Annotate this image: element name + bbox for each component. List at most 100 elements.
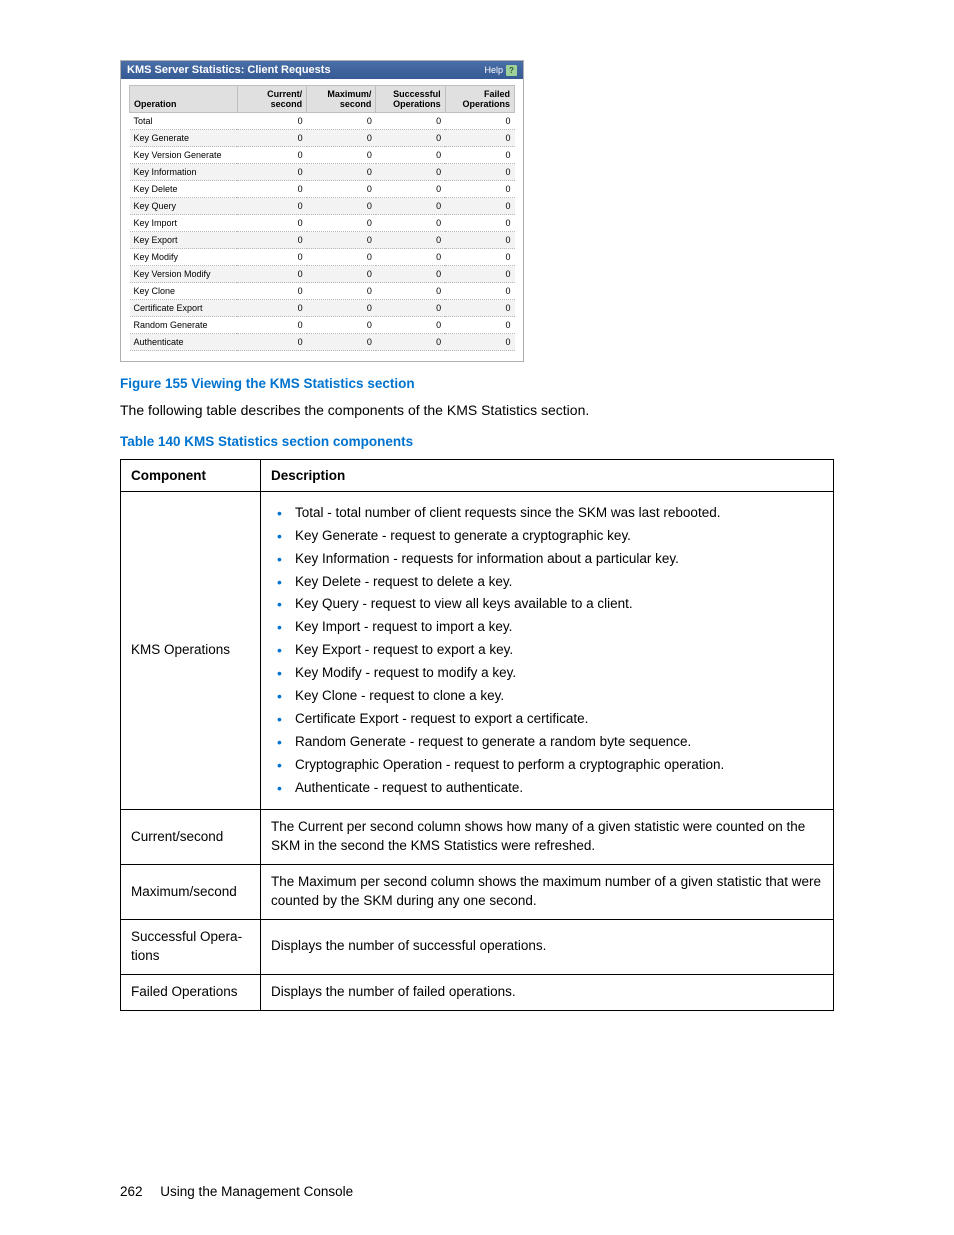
cell-max: 0 <box>307 113 376 130</box>
cell-cur: 0 <box>237 283 306 300</box>
cell-max: 0 <box>307 300 376 317</box>
component-name-cell: Failed Operations <box>121 974 261 1010</box>
table-row: Key Version Modify0000 <box>130 266 515 283</box>
cell-op: Key Export <box>130 232 238 249</box>
component-desc-cell: The Current per second column shows how … <box>261 810 834 865</box>
cell-fail: 0 <box>445 266 514 283</box>
table-row: Key Export0000 <box>130 232 515 249</box>
cell-op: Certificate Export <box>130 300 238 317</box>
cell-fail: 0 <box>445 215 514 232</box>
cell-cur: 0 <box>237 181 306 198</box>
comp-row: Current/secondThe Current per second col… <box>121 810 834 865</box>
table-row: Random Generate0000 <box>130 317 515 334</box>
list-item: Cryptographic Operation - request to per… <box>291 756 823 775</box>
cell-op: Key Information <box>130 164 238 181</box>
cell-op: Key Delete <box>130 181 238 198</box>
body-paragraph: The following table describes the compon… <box>120 401 834 420</box>
cell-fail: 0 <box>445 147 514 164</box>
screenshot-body: Operation Current/second Maximum/second … <box>121 79 523 361</box>
cell-max: 0 <box>307 266 376 283</box>
cell-fail: 0 <box>445 317 514 334</box>
col-current: Current/second <box>237 86 306 113</box>
cell-op: Key Version Generate <box>130 147 238 164</box>
list-item: Total - total number of client requests … <box>291 504 823 523</box>
list-item: Key Import - request to import a key. <box>291 618 823 637</box>
cell-suc: 0 <box>376 283 445 300</box>
list-item: Key Generate - request to generate a cry… <box>291 527 823 546</box>
cell-suc: 0 <box>376 215 445 232</box>
table-row: Key Clone0000 <box>130 283 515 300</box>
cell-fail: 0 <box>445 232 514 249</box>
cell-max: 0 <box>307 147 376 164</box>
table-row: Total0000 <box>130 113 515 130</box>
cell-fail: 0 <box>445 283 514 300</box>
table-row: Key Delete0000 <box>130 181 515 198</box>
cell-cur: 0 <box>237 300 306 317</box>
cell-suc: 0 <box>376 198 445 215</box>
cell-suc: 0 <box>376 181 445 198</box>
cell-cur: 0 <box>237 215 306 232</box>
list-item: Key Delete - request to delete a key. <box>291 573 823 592</box>
col-operation: Operation <box>130 86 238 113</box>
cell-fail: 0 <box>445 181 514 198</box>
page: KMS Server Statistics: Client Requests H… <box>0 0 954 1235</box>
cell-cur: 0 <box>237 164 306 181</box>
list-item: Key Query - request to view all keys ava… <box>291 595 823 614</box>
components-table: Component Description KMS OperationsTota… <box>120 459 834 1011</box>
comp-row: Maximum/secondThe Maximum per second col… <box>121 865 834 920</box>
cell-op: Key Query <box>130 198 238 215</box>
cell-op: Random Generate <box>130 317 238 334</box>
cell-fail: 0 <box>445 198 514 215</box>
cell-op: Authenticate <box>130 334 238 351</box>
cell-fail: 0 <box>445 249 514 266</box>
help-link[interactable]: Help ? <box>484 65 517 76</box>
list-item: Key Export - request to export a key. <box>291 641 823 660</box>
cell-max: 0 <box>307 130 376 147</box>
col-description: Description <box>261 459 834 491</box>
cell-cur: 0 <box>237 266 306 283</box>
cell-cur: 0 <box>237 130 306 147</box>
list-item: Authenticate - request to authenticate. <box>291 779 823 798</box>
list-item: Certificate Export - request to export a… <box>291 710 823 729</box>
table-row: Certificate Export0000 <box>130 300 515 317</box>
cell-cur: 0 <box>237 147 306 164</box>
cell-suc: 0 <box>376 249 445 266</box>
component-desc-cell: Total - total number of client requests … <box>261 491 834 810</box>
comp-row: KMS Operations Total - total number of cl… <box>121 491 834 810</box>
cell-max: 0 <box>307 232 376 249</box>
cell-suc: 0 <box>376 300 445 317</box>
cell-cur: 0 <box>237 113 306 130</box>
cell-max: 0 <box>307 334 376 351</box>
screenshot-titlebar: KMS Server Statistics: Client Requests H… <box>121 61 523 79</box>
kms-statistics-screenshot: KMS Server Statistics: Client Requests H… <box>120 60 524 362</box>
table-header-row: Operation Current/second Maximum/second … <box>130 86 515 113</box>
cell-cur: 0 <box>237 232 306 249</box>
table-row: Key Query0000 <box>130 198 515 215</box>
component-name-cell: KMS Operations <box>121 491 261 810</box>
cell-fail: 0 <box>445 164 514 181</box>
cell-max: 0 <box>307 249 376 266</box>
bullet-list: Total - total number of client requests … <box>271 504 823 798</box>
cell-max: 0 <box>307 317 376 334</box>
cell-suc: 0 <box>376 113 445 130</box>
list-item: Key Clone - request to clone a key. <box>291 687 823 706</box>
col-maximum: Maximum/second <box>307 86 376 113</box>
cell-fail: 0 <box>445 300 514 317</box>
cell-cur: 0 <box>237 317 306 334</box>
component-desc-cell: Displays the number of successful operat… <box>261 920 834 975</box>
table-row: Authenticate0000 <box>130 334 515 351</box>
kms-stats-table: Operation Current/second Maximum/second … <box>129 85 515 351</box>
table-row: Key Modify0000 <box>130 249 515 266</box>
table-row: Key Information0000 <box>130 164 515 181</box>
cell-op: Total <box>130 113 238 130</box>
list-item: Random Generate - request to generate a … <box>291 733 823 752</box>
cell-cur: 0 <box>237 198 306 215</box>
cell-suc: 0 <box>376 164 445 181</box>
cell-suc: 0 <box>376 147 445 164</box>
cell-fail: 0 <box>445 113 514 130</box>
cell-op: Key Generate <box>130 130 238 147</box>
col-failed: FailedOperations <box>445 86 514 113</box>
table-row: Key Import0000 <box>130 215 515 232</box>
cell-op: Key Clone <box>130 283 238 300</box>
component-name-cell: Maximum/second <box>121 865 261 920</box>
